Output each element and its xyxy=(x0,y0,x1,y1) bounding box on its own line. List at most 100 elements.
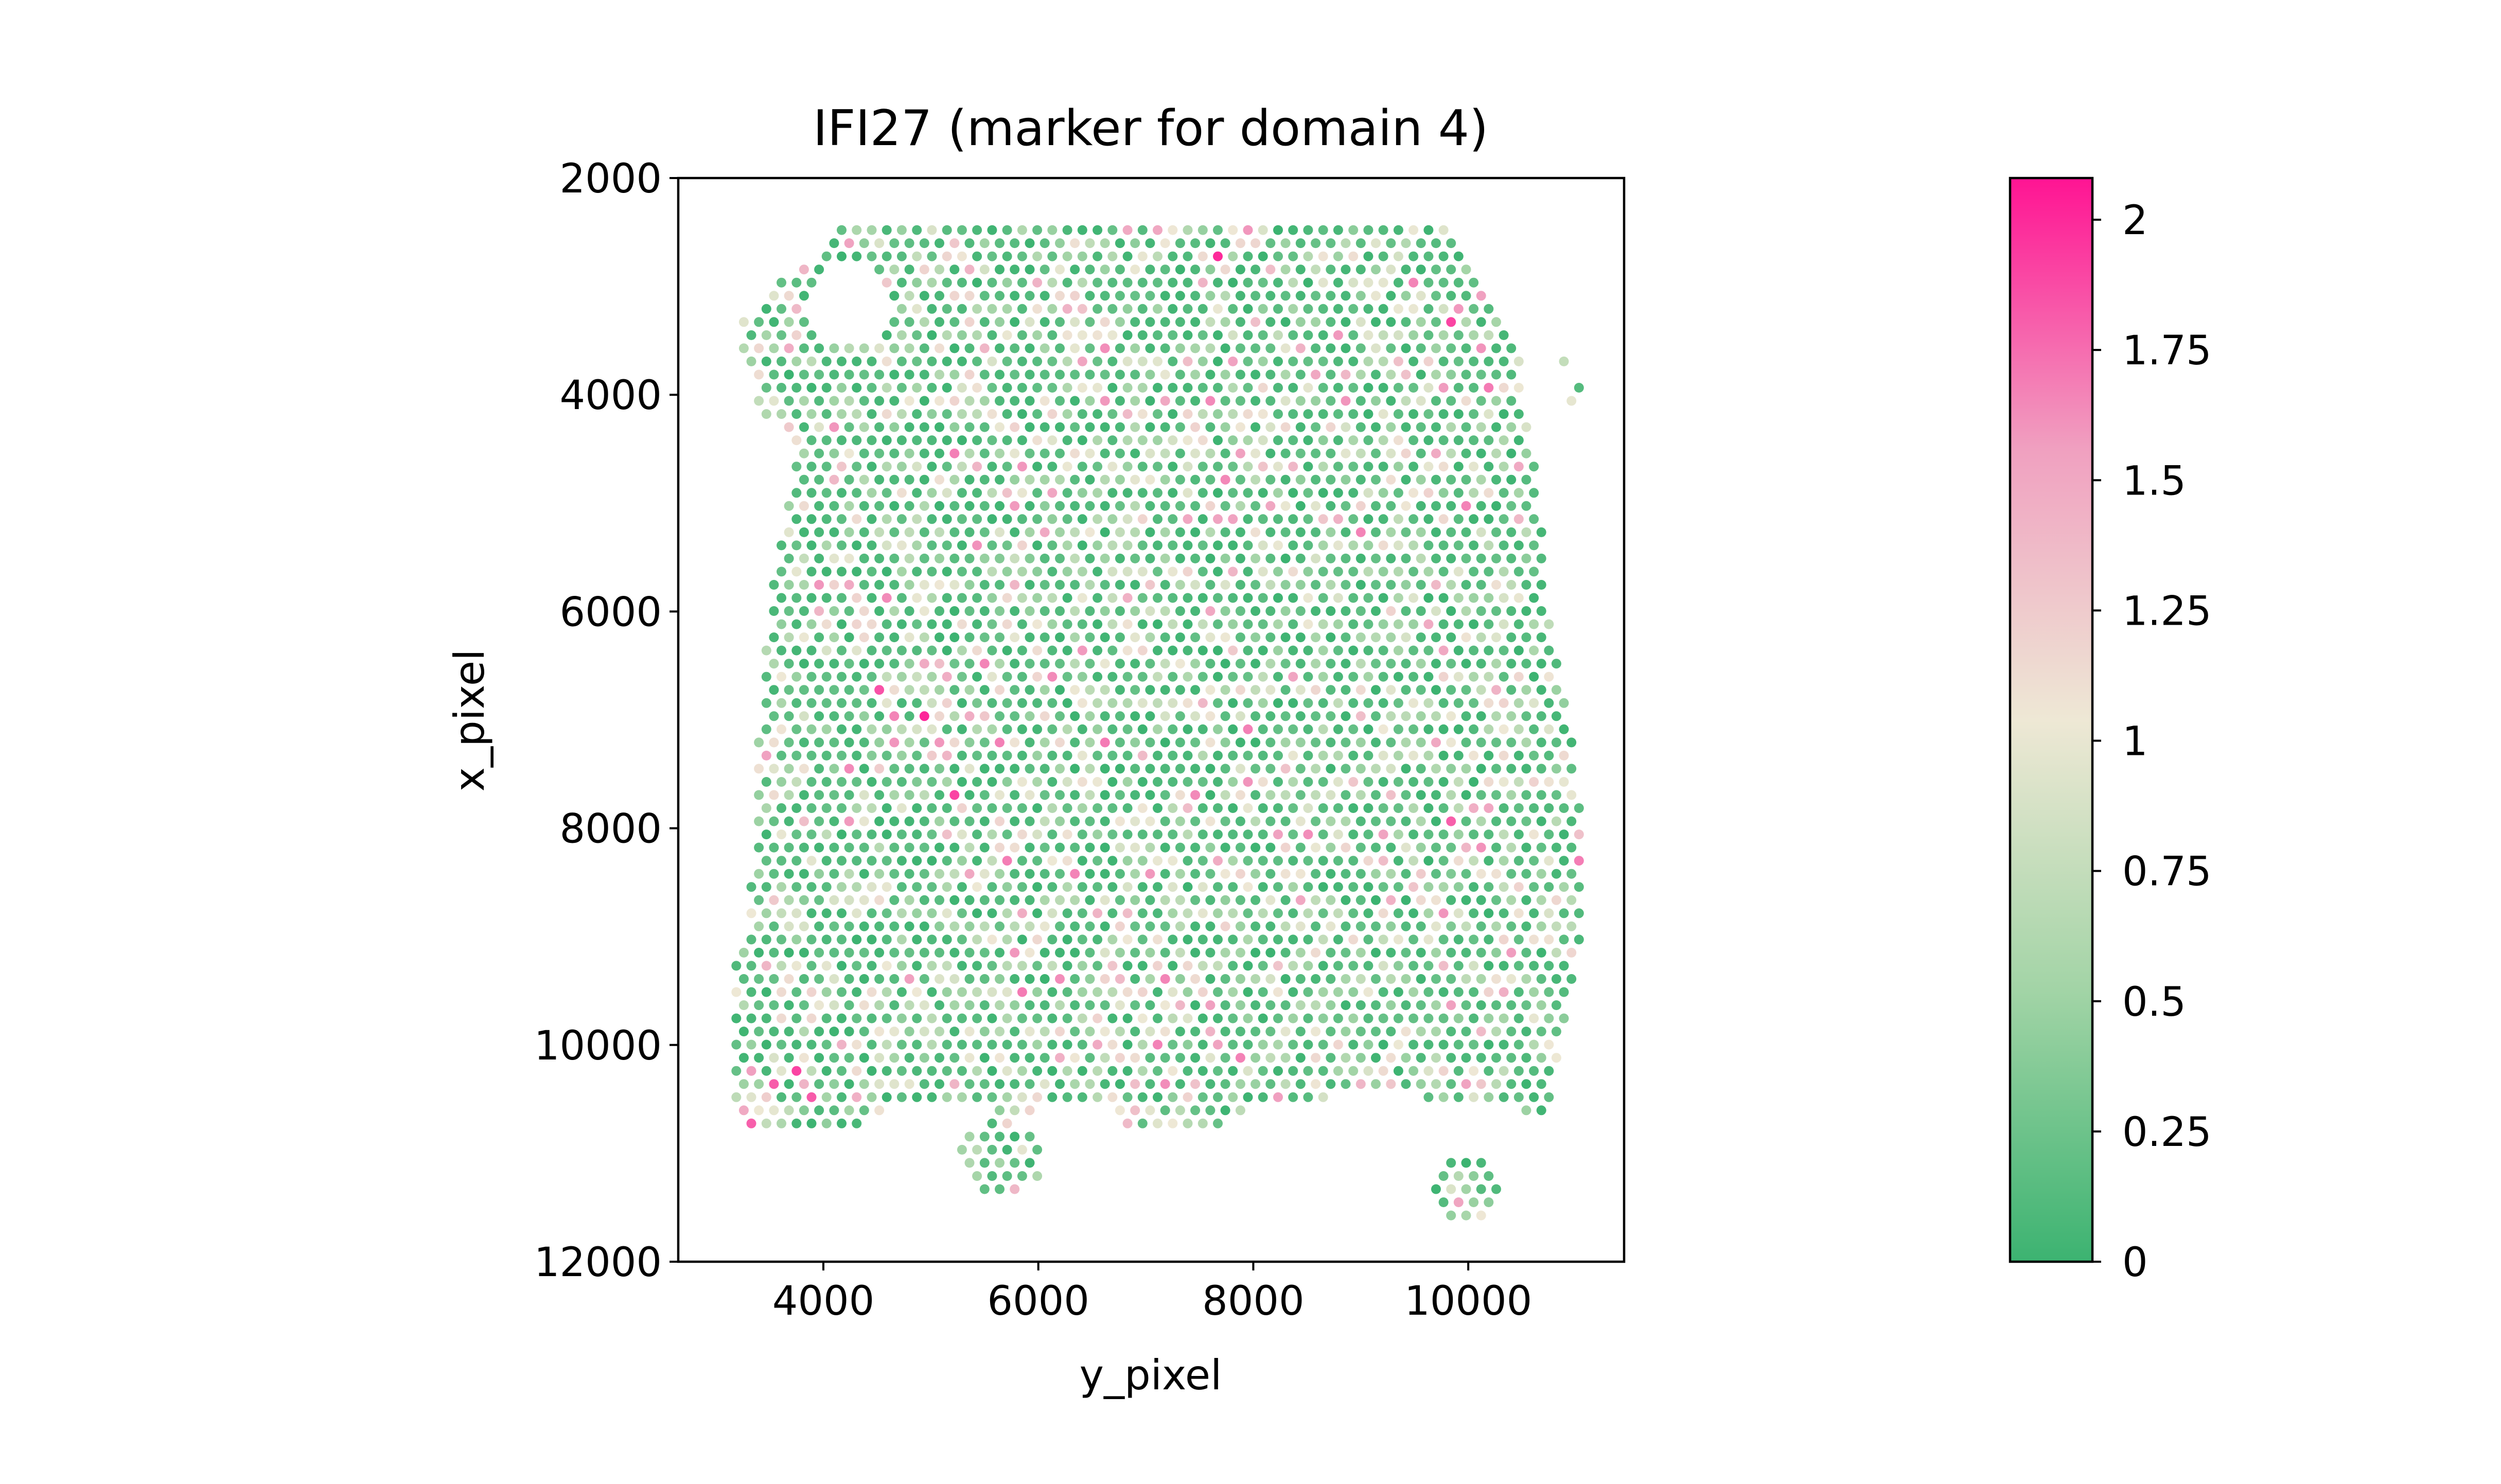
data-point xyxy=(1010,1184,1020,1194)
data-point xyxy=(799,632,809,643)
data-point xyxy=(904,869,914,879)
data-point xyxy=(874,553,885,563)
data-point xyxy=(814,1053,824,1063)
data-point xyxy=(821,724,832,734)
data-point xyxy=(882,856,892,866)
data-point xyxy=(1258,251,1268,261)
data-point xyxy=(1408,1066,1419,1076)
data-point xyxy=(1348,908,1359,918)
data-point xyxy=(1100,921,1110,931)
data-point xyxy=(1077,829,1087,840)
data-point xyxy=(1326,842,1336,853)
data-point xyxy=(844,396,854,406)
data-point xyxy=(1484,1013,1494,1023)
data-point xyxy=(1499,856,1509,866)
colorbar-tick-label: 0.75 xyxy=(2122,849,2212,895)
data-point xyxy=(1393,1066,1403,1076)
data-point xyxy=(912,803,922,813)
data-point xyxy=(799,501,809,511)
data-point xyxy=(1333,383,1343,393)
data-point xyxy=(1153,698,1163,708)
data-point xyxy=(1378,593,1388,603)
data-point xyxy=(1506,1000,1517,1010)
data-point xyxy=(1438,383,1449,393)
data-point xyxy=(1085,842,1095,853)
data-point xyxy=(1093,304,1103,314)
data-point xyxy=(746,908,756,918)
data-point xyxy=(1318,514,1328,524)
data-point xyxy=(1393,593,1403,603)
data-point xyxy=(1363,856,1373,866)
data-point xyxy=(1243,593,1253,603)
data-point xyxy=(1348,1066,1359,1076)
data-point xyxy=(1401,816,1411,826)
data-point xyxy=(919,1053,929,1063)
data-point xyxy=(1115,1000,1125,1010)
data-point xyxy=(1153,1092,1163,1102)
data-point xyxy=(1070,842,1080,853)
data-point xyxy=(935,396,944,406)
data-point xyxy=(1386,895,1396,905)
data-point xyxy=(1295,238,1306,249)
data-point xyxy=(1491,737,1501,748)
data-point xyxy=(1213,724,1223,734)
data-point xyxy=(1288,330,1298,340)
data-point xyxy=(1461,396,1471,406)
data-point xyxy=(935,527,944,537)
data-point xyxy=(1017,356,1027,366)
data-point xyxy=(949,974,960,984)
data-point xyxy=(979,632,990,643)
data-point xyxy=(1476,1079,1486,1089)
data-point xyxy=(919,947,929,958)
data-point xyxy=(949,553,960,563)
data-point xyxy=(1017,829,1027,840)
data-point xyxy=(1386,1027,1396,1037)
data-point xyxy=(1476,921,1486,931)
data-point xyxy=(1205,947,1216,958)
data-point xyxy=(1070,474,1080,485)
data-point xyxy=(1280,1079,1291,1089)
data-point xyxy=(1476,396,1486,406)
data-point xyxy=(1513,540,1524,551)
data-point xyxy=(987,724,997,734)
colorbar-tick-label: 1.25 xyxy=(2122,588,2212,634)
data-point xyxy=(1295,895,1306,905)
data-point xyxy=(1055,1027,1065,1037)
data-point xyxy=(1438,1013,1449,1023)
data-point xyxy=(912,567,922,577)
data-point xyxy=(1438,777,1449,787)
data-point xyxy=(1280,264,1291,275)
data-point xyxy=(912,540,922,551)
data-point xyxy=(874,580,885,590)
data-point xyxy=(844,1105,854,1116)
data-point xyxy=(995,317,1005,327)
data-point xyxy=(972,593,982,603)
data-point xyxy=(1416,501,1426,511)
data-point xyxy=(859,921,869,931)
data-point xyxy=(1574,383,1584,393)
data-point xyxy=(1303,1066,1313,1076)
data-point xyxy=(1453,698,1464,708)
data-point xyxy=(1393,356,1403,366)
data-point xyxy=(1348,829,1359,840)
data-point xyxy=(1453,1013,1464,1023)
data-point xyxy=(799,264,809,275)
data-point xyxy=(1025,448,1035,458)
data-point xyxy=(1100,632,1110,643)
data-point xyxy=(1047,619,1058,629)
data-point xyxy=(979,422,990,432)
data-point xyxy=(1416,264,1426,275)
data-point xyxy=(799,816,809,826)
data-point xyxy=(1401,632,1411,643)
data-point xyxy=(1431,448,1441,458)
data-point xyxy=(1258,435,1268,446)
data-point xyxy=(935,474,944,485)
data-point xyxy=(1220,238,1230,249)
data-point xyxy=(1017,1066,1027,1076)
data-point xyxy=(1160,869,1170,879)
data-point xyxy=(1423,277,1434,288)
data-point xyxy=(1491,974,1501,984)
data-point xyxy=(867,882,877,892)
data-point xyxy=(746,330,756,340)
data-point xyxy=(1265,606,1276,616)
